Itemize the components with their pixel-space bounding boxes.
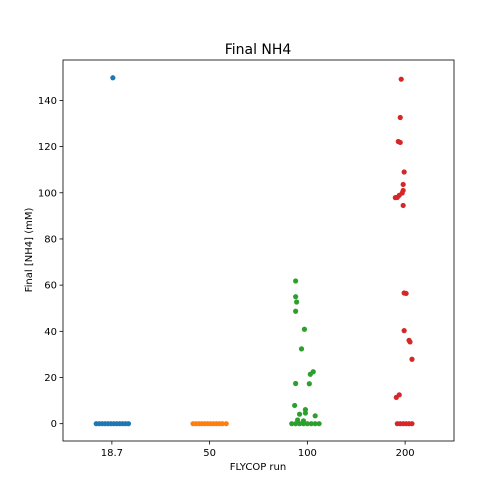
x-tick-label: 200 [396, 448, 415, 459]
data-point [110, 75, 116, 81]
data-point [300, 421, 307, 427]
data-point [398, 76, 404, 82]
data-point [219, 421, 225, 427]
y-tick-label: 0 [51, 419, 57, 430]
data-point [400, 202, 406, 209]
y-axis-label: Final [NH4] (mM) [24, 208, 35, 293]
data-point [304, 421, 310, 427]
data-point [308, 421, 314, 427]
y-tick-label: 140 [38, 96, 57, 107]
y-tick-label: 40 [44, 327, 57, 338]
data-point [293, 308, 299, 314]
data-point [397, 114, 403, 121]
data-point [289, 421, 295, 427]
data-point [306, 381, 312, 387]
data-point [293, 278, 299, 284]
chart-title: Final NH4 [225, 42, 292, 58]
x-axis-label: FLYCOP run [230, 462, 286, 473]
data-point [393, 394, 399, 400]
data-point [316, 421, 322, 427]
data-point [392, 195, 398, 201]
data-point [312, 421, 318, 427]
data-point [397, 139, 403, 146]
y-tick-label: 120 [38, 142, 57, 153]
data-point [302, 410, 309, 416]
x-tick-label: 100 [298, 448, 317, 459]
y-tick-label: 60 [44, 281, 57, 292]
data-point [292, 402, 298, 409]
data-point [293, 380, 299, 387]
data-point [401, 169, 407, 175]
data-point [293, 421, 299, 427]
x-tick-label: 18.7 [101, 448, 123, 459]
data-point [301, 326, 308, 332]
data-point [409, 356, 415, 362]
data-point [298, 346, 305, 352]
data-point [400, 181, 406, 188]
y-tick-label: 20 [44, 373, 57, 384]
y-tick-label: 100 [38, 188, 57, 199]
data-point [407, 339, 413, 345]
data-point [401, 328, 407, 334]
x-tick-label: 50 [203, 448, 216, 459]
data-point [294, 299, 300, 305]
data-point [293, 294, 299, 300]
data-point [125, 421, 132, 427]
y-tick-label: 80 [44, 234, 57, 245]
data-point [403, 290, 409, 297]
data-point [312, 413, 318, 419]
data-point [296, 421, 303, 427]
data-point [409, 421, 415, 427]
data-point [307, 371, 313, 377]
data-point [223, 421, 229, 427]
axes-frame [62, 59, 455, 442]
data-point [296, 411, 303, 417]
